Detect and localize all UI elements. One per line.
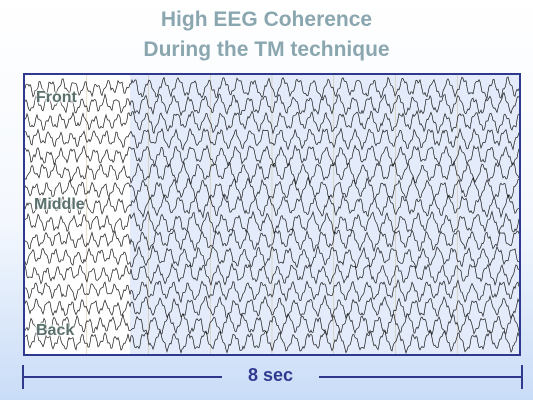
eeg-channel-trace (25, 294, 519, 320)
eeg-channel-trace (25, 244, 519, 270)
eeg-channel-trace (25, 262, 519, 286)
scale-tick-right (521, 365, 523, 389)
eeg-channel-trace (25, 160, 519, 186)
region-label-middle: Middle (34, 196, 85, 213)
eeg-channel-trace (25, 127, 519, 151)
time-scale-label: 8 sec (247, 365, 294, 385)
scale-line-left (22, 376, 222, 378)
eeg-channel-trace (25, 193, 519, 219)
time-scale-bar: 8 sec (22, 363, 523, 391)
eeg-channel-trace (25, 91, 519, 117)
scale-line-right (319, 376, 523, 378)
eeg-channel-trace (25, 312, 519, 336)
slide-title-line-2: During the TM technique (143, 38, 390, 61)
eeg-channel-trace (25, 328, 519, 354)
eeg-traces (25, 75, 519, 354)
eeg-channel-trace (25, 76, 519, 100)
eeg-channel-trace (25, 175, 519, 201)
region-label-back: Back (36, 322, 75, 339)
slide-title-line-1: High EEG Coherence (160, 8, 373, 31)
eeg-recording-panel (23, 73, 521, 356)
region-label-front: Front (36, 89, 77, 106)
eeg-channel-trace (25, 279, 519, 304)
eeg-channel-trace (25, 110, 519, 135)
eeg-channel-trace (25, 228, 519, 253)
eeg-channel-trace (25, 144, 519, 169)
eeg-channel-trace (25, 210, 519, 235)
